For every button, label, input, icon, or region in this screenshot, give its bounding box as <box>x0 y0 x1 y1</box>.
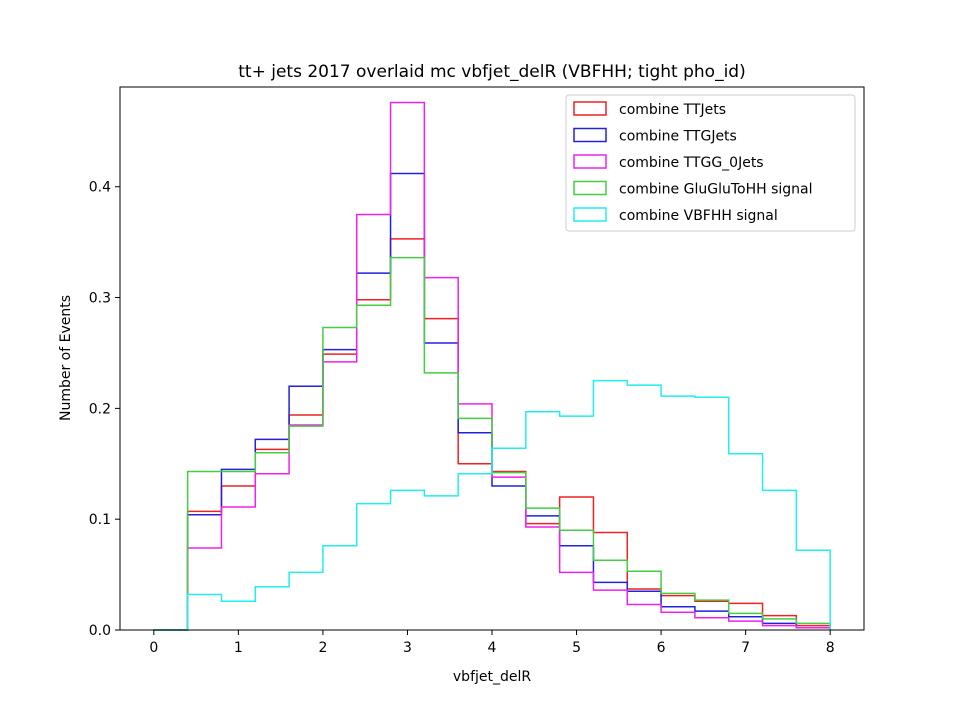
series-line-4 <box>153 379 831 631</box>
y-axis-label: Number of Events <box>58 295 74 421</box>
legend-frame <box>565 94 856 232</box>
series-line-2 <box>153 101 831 631</box>
legend-swatch <box>573 154 607 169</box>
x-tick-label: 2 <box>318 640 327 656</box>
y-tick-label: 0.0 <box>89 623 111 639</box>
x-tick-label: 7 <box>741 640 750 656</box>
legend-swatch <box>573 127 607 143</box>
legend-label: combine VBFHH signal <box>619 208 778 224</box>
x-tick-label: 5 <box>572 640 581 656</box>
y-tick-label: 0.1 <box>89 512 111 528</box>
legend-label: combine TTGG_0Jets <box>619 155 764 171</box>
legend: combine TTJets combine TTGJets combine TTG… <box>565 94 856 232</box>
y-tick-label: 0.4 <box>89 180 111 196</box>
legend-label: combine GluGluToHH signal <box>619 182 813 198</box>
x-tick-label: 0 <box>149 640 158 656</box>
x-axis-ticks: 0 1 2 3 4 5 6 7 8 <box>149 630 835 656</box>
x-tick-label: 4 <box>488 640 497 656</box>
x-tick-label: 6 <box>657 640 666 656</box>
series-layer <box>153 101 831 631</box>
legend-label: combine TTJets <box>619 102 726 118</box>
x-axis-label: vbfjet_delR <box>453 669 531 685</box>
y-tick-label: 0.3 <box>89 291 111 307</box>
legend-swatch <box>573 207 607 222</box>
series-line-3 <box>153 256 831 631</box>
x-tick-label: 3 <box>403 640 412 656</box>
legend-swatch <box>573 180 607 196</box>
legend-entries: combine TTJets combine TTGJets combine TTG… <box>573 101 813 224</box>
y-tick-label: 0.2 <box>89 401 111 417</box>
x-tick-label: 8 <box>826 640 835 656</box>
legend-label: combine TTGJets <box>619 129 737 145</box>
chart-title: tt+ jets 2017 overlaid mc vbfjet_delR (V… <box>238 62 745 82</box>
legend-swatch <box>573 101 607 116</box>
y-axis-ticks: 0.0 0.1 0.2 0.3 0.4 <box>89 180 120 639</box>
x-tick-label: 1 <box>234 640 243 656</box>
